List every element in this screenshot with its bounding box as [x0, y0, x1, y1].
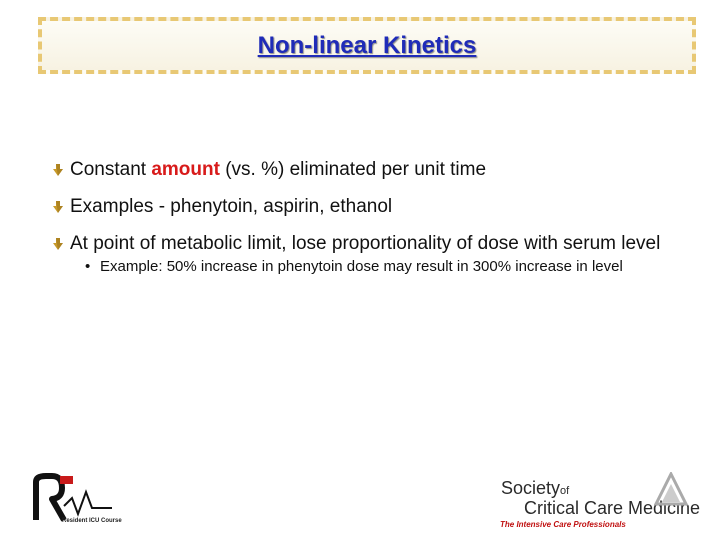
- sccm-of: of: [560, 485, 570, 497]
- dot-bullet-icon: •: [85, 258, 91, 275]
- arrow-bullet-icon: [53, 201, 63, 213]
- bullet-item: At point of metabolic limit, lose propor…: [50, 232, 690, 255]
- sccm-tagline: The Intensive Care Professionals: [500, 520, 626, 529]
- bullet-text: At point of metabolic limit, lose propor…: [70, 233, 661, 254]
- bullet-list: Constant amount (vs. %) eliminated per u…: [50, 158, 690, 277]
- bullet-text-before: Constant: [70, 159, 152, 180]
- bullet-text: Examples - phenytoin, aspirin, ethanol: [70, 196, 393, 217]
- slide-title: Non-linear Kinetics: [257, 31, 477, 59]
- sccm-triangle-icon: [654, 472, 688, 506]
- sub-bullet-item: • Example: 50% increase in phenytoin dos…: [50, 257, 690, 277]
- bullet-item: Examples - phenytoin, aspirin, ethanol: [50, 195, 690, 218]
- bullet-text-after: (vs. %) eliminated per unit time: [219, 159, 487, 180]
- ricu-logo: Resident ICU Course: [33, 473, 122, 524]
- title-box: Non-linear Kinetics: [38, 17, 696, 74]
- sccm-society: Society: [501, 478, 561, 498]
- ricu-caption: Resident ICU Course: [62, 518, 122, 524]
- bullet-item: Constant amount (vs. %) eliminated per u…: [50, 158, 690, 181]
- arrow-bullet-icon: [53, 238, 63, 250]
- sccm-logo: Societyof Critical Care Medicine The Int…: [496, 470, 710, 530]
- arrow-bullet-icon: [53, 164, 63, 176]
- bullet-emphasis: amount: [151, 159, 220, 180]
- sub-bullet-text: Example: 50% increase in phenytoin dose …: [100, 258, 623, 275]
